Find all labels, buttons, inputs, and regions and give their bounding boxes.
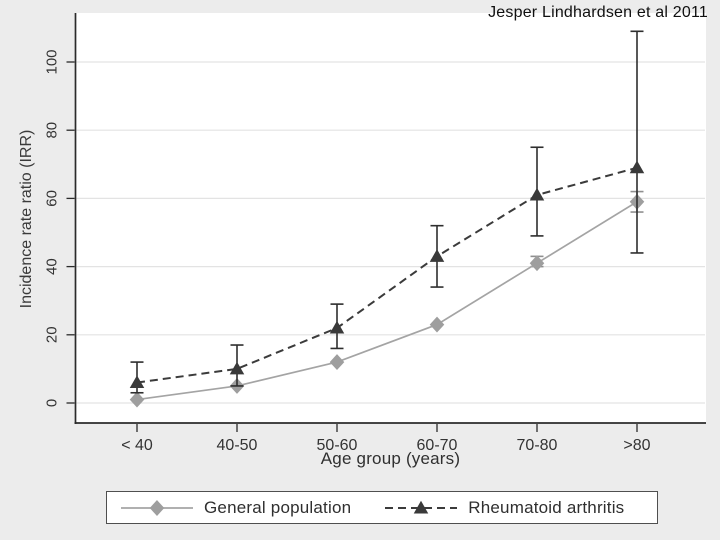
plot-area [75,13,706,423]
data-point-rheumatoid-arthritis [429,249,445,262]
legend-sample-marker [149,499,165,516]
data-point-general-population [129,391,145,408]
x-tick-label: 50-60 [317,437,358,454]
data-point-rheumatoid-arthritis [529,187,545,201]
x-tick-label: < 40 [121,437,153,454]
series-line [136,166,638,384]
series-line [136,201,638,401]
data-point-general-population [329,354,345,371]
legend-sample-general-population [121,499,193,516]
x-tick-label: 70-80 [517,437,558,454]
data-point-rheumatoid-arthritis [329,320,345,334]
y-tick-label: 60 [44,190,61,207]
legend-label-rheumatoid-arthritis: Rheumatoid arthritis [468,497,625,517]
series-rheumatoid-arthritis [129,30,645,394]
legend-sample-marker [414,500,429,513]
y-tick-label: 40 [44,258,61,275]
y-axis-title: Incidence rate ratio (IRR) [18,129,35,309]
legend-entry-rheumatoid-arthritis: Rheumatoid arthritis [383,497,624,519]
x-axis-title: Age group (years) [320,449,461,468]
y-tick-label: 0 [44,399,61,407]
series-general-population [129,190,645,408]
data-point-rheumatoid-arthritis [229,361,245,375]
x-tick-label: 40-50 [217,437,258,454]
data-point-rheumatoid-arthritis [129,375,145,389]
legend: General population Rheumatoid arthritis [106,491,658,524]
figure-title: Jesper Lindhardsen et al 2011 [488,4,708,21]
legend-entry-general-population: General population [119,497,351,519]
y-tick-label: 80 [44,122,61,139]
data-point-general-population [429,316,445,333]
y-tick-label: 20 [44,326,61,343]
legend-label-general-population: General population [204,497,352,517]
error-bar [630,30,644,254]
x-tick-label: 60-70 [417,437,458,454]
x-tick-label: >80 [623,437,650,454]
data-point-general-population [529,255,545,272]
data-point-rheumatoid-arthritis [629,160,645,174]
y-tick-label: 100 [44,49,61,74]
legend-sample-rheumatoid-arthritis [385,500,458,513]
